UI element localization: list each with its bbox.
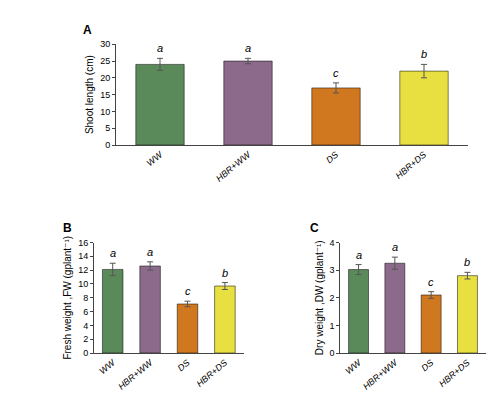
svg-text:HBR+DS: HBR+DS (394, 150, 429, 181)
svg-text:15: 15 (100, 90, 110, 100)
svg-text:HBR+WW: HBR+WW (214, 149, 253, 184)
svg-text:a: a (110, 247, 116, 259)
svg-text:16: 16 (78, 238, 88, 248)
svg-text:5: 5 (105, 123, 110, 133)
svg-text:4: 4 (83, 321, 88, 331)
svg-text:WW: WW (97, 357, 118, 377)
svg-text:c: c (428, 276, 434, 288)
svg-text:Fresh weight ,FW (gplant⁻¹): Fresh weight ,FW (gplant⁻¹) (62, 236, 73, 360)
svg-text:14: 14 (78, 251, 88, 261)
svg-text:HBR+DS: HBR+DS (194, 358, 229, 389)
svg-text:b: b (421, 48, 427, 60)
svg-text:25: 25 (100, 56, 110, 66)
svg-text:30: 30 (100, 39, 110, 49)
svg-text:3: 3 (330, 265, 335, 275)
svg-text:b: b (222, 267, 228, 279)
svg-text:a: a (157, 42, 163, 54)
svg-text:Dry weight ,DW (gplant⁻¹): Dry weight ,DW (gplant⁻¹) (314, 240, 325, 355)
svg-text:b: b (464, 256, 470, 268)
svg-text:0: 0 (330, 348, 335, 358)
svg-text:DS: DS (419, 358, 435, 374)
svg-text:12: 12 (78, 265, 88, 275)
svg-text:a: a (392, 241, 398, 253)
svg-text:HBR+DS: HBR+DS (437, 358, 472, 389)
svg-text:WW: WW (145, 149, 166, 169)
svg-text:2: 2 (83, 334, 88, 344)
svg-text:DS: DS (324, 150, 340, 166)
svg-text:HBR+WW: HBR+WW (116, 357, 155, 392)
svg-text:1: 1 (330, 321, 335, 331)
svg-text:c: c (185, 285, 191, 297)
svg-text:0: 0 (83, 348, 88, 358)
svg-text:0: 0 (105, 140, 110, 150)
svg-text:A: A (83, 23, 92, 37)
svg-text:a: a (356, 249, 362, 261)
svg-text:10: 10 (100, 107, 110, 117)
svg-text:HBR+WW: HBR+WW (361, 357, 400, 392)
svg-text:2: 2 (330, 293, 335, 303)
svg-text:DS: DS (176, 358, 192, 374)
svg-text:C: C (310, 221, 319, 235)
svg-text:10: 10 (78, 279, 88, 289)
svg-text:4: 4 (330, 238, 335, 248)
svg-text:6: 6 (83, 307, 88, 317)
svg-text:B: B (63, 221, 72, 235)
svg-text:WW: WW (343, 357, 364, 377)
svg-text:a: a (245, 42, 251, 54)
svg-text:8: 8 (83, 293, 88, 303)
svg-text:Shoot length (cm): Shoot length (cm) (84, 55, 95, 134)
svg-text:c: c (333, 67, 339, 79)
svg-text:20: 20 (100, 73, 110, 83)
svg-text:a: a (147, 246, 153, 258)
